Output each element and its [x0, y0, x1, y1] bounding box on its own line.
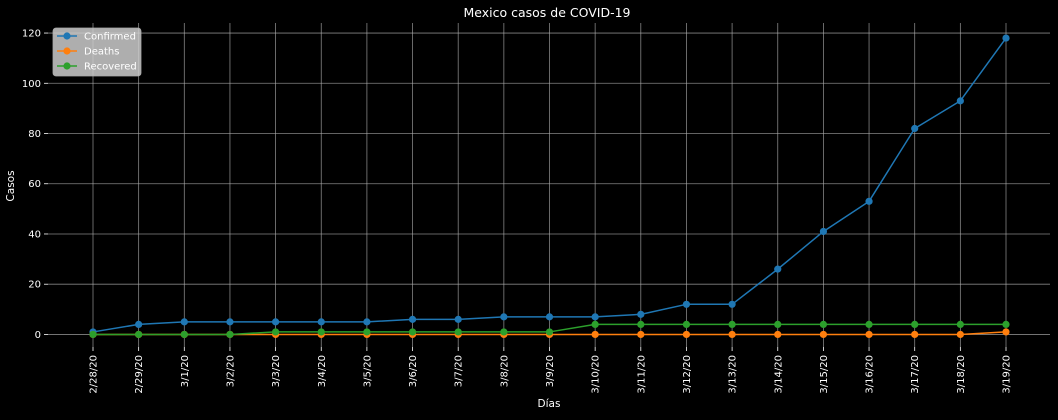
data-point-recovered	[728, 320, 736, 328]
data-point-recovered	[454, 328, 462, 336]
data-point-confirmed	[865, 197, 873, 205]
legend-label: Deaths	[84, 47, 119, 58]
data-point-confirmed	[180, 318, 188, 326]
data-point-confirmed	[500, 313, 508, 321]
x-tick-label: 3/2/20	[225, 355, 236, 387]
y-tick-label: 40	[28, 229, 41, 240]
data-point-deaths	[865, 330, 873, 339]
data-point-confirmed	[226, 318, 234, 326]
data-point-recovered	[591, 320, 599, 328]
legend-swatch-marker	[63, 32, 71, 40]
y-tick-label: 0	[35, 330, 41, 341]
grid	[48, 23, 1050, 347]
data-point-confirmed	[545, 313, 554, 321]
y-tick-label: 80	[28, 129, 41, 140]
y-tick-label: 60	[28, 179, 41, 190]
data-point-deaths	[819, 330, 828, 339]
data-point-confirmed	[1002, 34, 1010, 42]
data-point-recovered	[682, 320, 691, 328]
data-point-recovered	[774, 320, 782, 328]
data-point-deaths	[911, 330, 919, 339]
legend-label: Confirmed	[84, 32, 136, 43]
data-point-recovered	[819, 320, 828, 328]
data-point-confirmed	[819, 227, 828, 236]
x-tick-label: 3/16/20	[865, 355, 876, 394]
legend-swatch-marker	[63, 47, 71, 55]
x-tick-label: 3/14/20	[773, 355, 784, 394]
x-tick-label: 3/13/20	[728, 355, 739, 394]
x-tick-label: 3/10/20	[591, 355, 602, 394]
data-point-confirmed	[272, 318, 280, 326]
data-point-deaths	[591, 330, 599, 339]
data-point-recovered	[637, 320, 645, 328]
x-tick-label: 3/8/20	[499, 355, 510, 387]
data-point-recovered	[317, 328, 325, 336]
series-points	[89, 34, 1010, 339]
data-point-confirmed	[956, 97, 964, 105]
data-point-confirmed	[637, 310, 645, 318]
data-point-confirmed	[911, 124, 919, 133]
data-point-confirmed	[591, 313, 599, 321]
x-tick-label: 3/11/20	[636, 355, 647, 394]
legend: Confirmed Deaths Recovered	[52, 27, 142, 77]
legend-box	[52, 27, 142, 77]
data-point-recovered	[545, 328, 554, 336]
y-axis-label: Casos	[5, 170, 17, 201]
x-tick-label: 3/3/20	[271, 355, 282, 387]
data-point-confirmed	[135, 320, 143, 328]
x-tick-label: 3/12/20	[682, 355, 693, 394]
data-point-recovered	[500, 328, 508, 336]
data-point-deaths	[637, 330, 645, 339]
data-point-recovered	[1002, 320, 1010, 328]
y-tick-label: 100	[22, 79, 41, 90]
x-tick-label: 3/6/20	[408, 355, 419, 387]
data-point-confirmed	[317, 318, 325, 326]
legend-swatch-marker	[63, 62, 71, 70]
data-point-confirmed	[363, 318, 371, 326]
legend-label: Recovered	[84, 62, 137, 73]
chart-title: Mexico casos de COVID-19	[463, 5, 630, 20]
data-point-recovered	[408, 328, 417, 336]
x-tick-label: 3/7/20	[454, 355, 465, 387]
data-point-deaths	[774, 330, 782, 339]
data-point-recovered	[956, 320, 964, 328]
x-tick-label: 3/17/20	[910, 355, 921, 394]
data-point-confirmed	[454, 315, 462, 323]
x-tick-label: 3/4/20	[317, 355, 328, 387]
x-tick-label: 2/28/20	[89, 355, 100, 394]
x-tick-label: 3/18/20	[956, 355, 967, 394]
data-point-deaths	[728, 330, 736, 339]
x-tick-label: 2/29/20	[134, 355, 145, 394]
data-point-recovered	[911, 320, 919, 328]
data-point-confirmed	[774, 265, 782, 273]
data-point-recovered	[135, 330, 143, 339]
data-point-recovered	[363, 328, 371, 336]
data-point-deaths	[682, 330, 691, 339]
x-tick-label: 3/9/20	[545, 355, 556, 387]
data-point-recovered	[89, 330, 97, 339]
x-tick-label: 3/19/20	[1002, 355, 1013, 394]
data-point-recovered	[272, 328, 280, 336]
data-point-recovered	[226, 330, 234, 339]
x-axis-label: Días	[538, 398, 561, 410]
data-point-confirmed	[408, 315, 417, 323]
legend-items: Confirmed Deaths Recovered	[57, 32, 137, 73]
y-tick-label: 20	[28, 280, 41, 291]
data-point-deaths	[1002, 328, 1010, 336]
y-tick-label: 120	[22, 29, 41, 40]
axes: 0 20 40 60 80 100 120 2/28/20 2/29/20 3/1/20 3/2/2…	[22, 29, 1013, 394]
data-point-recovered	[180, 330, 188, 339]
x-tick-label: 3/1/20	[180, 355, 191, 387]
data-point-confirmed	[728, 300, 736, 308]
data-point-confirmed	[682, 300, 691, 308]
x-tick-label: 3/5/20	[362, 355, 373, 387]
data-point-deaths	[956, 330, 964, 339]
data-point-recovered	[865, 320, 873, 328]
x-tick-label: 3/15/20	[819, 355, 830, 394]
